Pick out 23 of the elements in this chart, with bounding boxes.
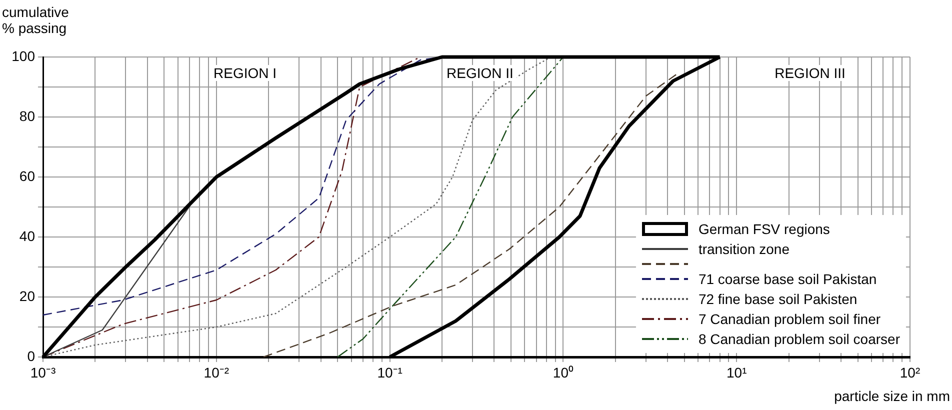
y-tick-label: 60: [19, 168, 36, 184]
x-tick-label: 10⁻³: [30, 364, 56, 380]
y-axis-title: cumulative % passing: [2, 4, 69, 36]
legend-label: 71 coarse base soil Pakistan: [698, 271, 877, 287]
annotation: REGION III: [772, 65, 848, 81]
y-tick-label: 80: [19, 108, 36, 124]
legend-label: 72 fine base soil Pakisten: [698, 291, 858, 307]
x-tick-label: 10²: [900, 364, 920, 380]
legend-label: transition zone: [698, 241, 790, 257]
x-axis-title: particle size in mm: [834, 388, 950, 404]
y-tick-label: 40: [19, 228, 36, 244]
legend-label: German FSV regions: [698, 221, 830, 237]
annotation: REGION II: [444, 65, 516, 81]
x-tick-label: 10⁰: [552, 364, 574, 380]
legend-label: 7 Canadian problem soil finer: [698, 311, 881, 327]
legend-label: 8 Canadian problem soil coarser: [698, 331, 900, 347]
y-tick-label: 20: [19, 288, 36, 304]
y-tick-label: 0: [27, 348, 36, 364]
x-tick-label: 10⁻²: [204, 364, 230, 380]
annotation: REGION I: [210, 65, 280, 81]
y-tick-label: 100: [12, 48, 36, 64]
x-tick-label: 10¹: [726, 364, 748, 380]
x-tick-label: 10⁻¹: [377, 364, 403, 380]
